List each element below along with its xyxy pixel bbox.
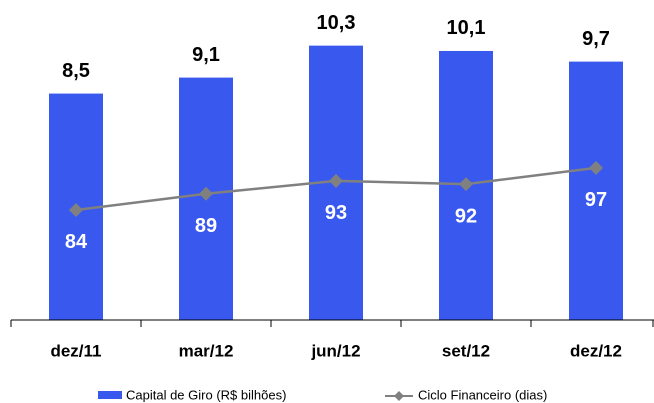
line-marker bbox=[589, 160, 603, 175]
line-marker bbox=[459, 177, 473, 192]
legend-marker bbox=[394, 391, 404, 401]
bar-value-label: 9,1 bbox=[192, 44, 220, 66]
bar-value-label: 9,7 bbox=[582, 28, 610, 50]
line-value-label: 93 bbox=[325, 202, 347, 224]
line-marker bbox=[199, 186, 213, 201]
legend-swatch bbox=[98, 391, 122, 399]
bar-value-label: 10,1 bbox=[447, 17, 486, 39]
line-value-label: 89 bbox=[195, 215, 217, 237]
x-tick-label: dez/12 bbox=[570, 341, 622, 360]
bar-value-label: 10,3 bbox=[317, 12, 356, 34]
line-marker bbox=[329, 173, 343, 188]
line-value-label: 92 bbox=[455, 205, 477, 227]
bar bbox=[569, 61, 623, 320]
x-tick-label: jun/12 bbox=[310, 341, 360, 360]
line-value-label: 97 bbox=[585, 189, 607, 211]
legend-label: Capital de Giro (R$ bilhões) bbox=[126, 387, 286, 402]
bar-value-label: 8,5 bbox=[62, 60, 90, 82]
x-tick-label: mar/12 bbox=[179, 341, 234, 360]
line-marker bbox=[69, 202, 83, 217]
line-value-label: 84 bbox=[65, 231, 88, 253]
legend-label: Ciclo Financeiro (dias) bbox=[418, 387, 547, 402]
x-tick-label: dez/11 bbox=[50, 341, 101, 360]
x-tick-label: set/12 bbox=[442, 341, 490, 360]
